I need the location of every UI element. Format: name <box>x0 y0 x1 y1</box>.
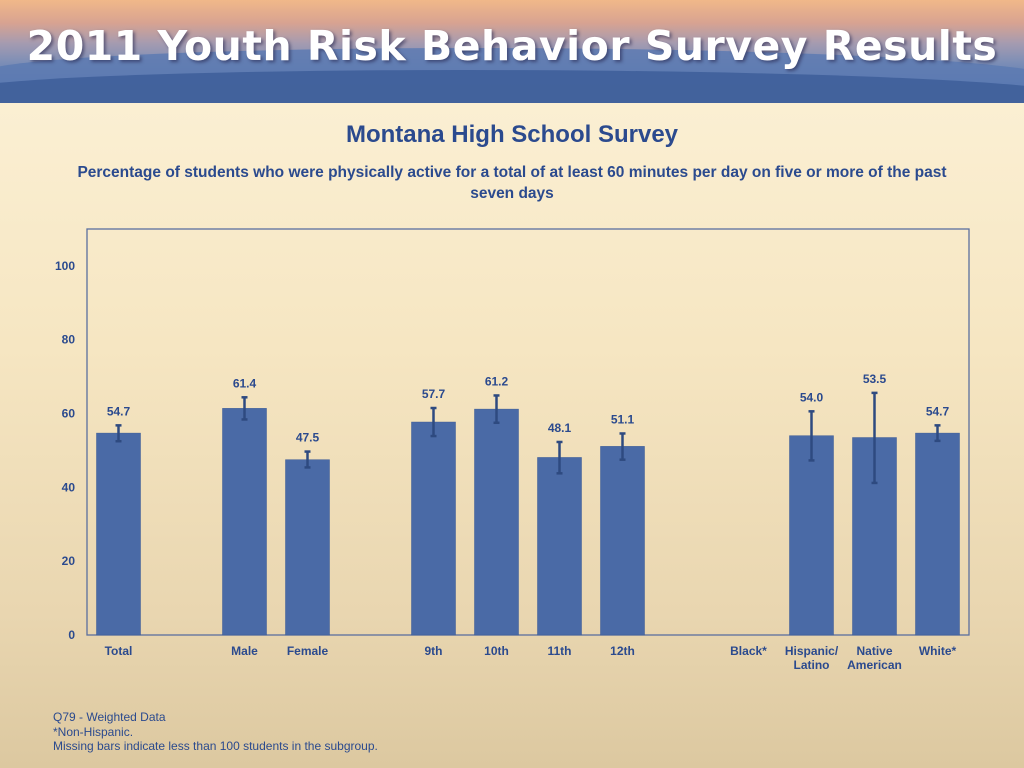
data-label: 61.2 <box>485 374 509 388</box>
x-tick-label: 9th <box>425 644 443 658</box>
data-label: 51.1 <box>611 412 635 426</box>
banner-ridge-decoration <box>0 70 1024 103</box>
x-tick-label: 11th <box>547 644 571 658</box>
data-label: 54.7 <box>107 404 131 418</box>
bar <box>600 446 645 636</box>
x-tick-label: 10th <box>484 644 509 658</box>
chart-subtitle: Percentage of students who were physical… <box>77 164 947 202</box>
data-label: 53.5 <box>863 372 887 386</box>
data-label: 54.0 <box>800 390 824 404</box>
x-tick-label: Native <box>856 644 892 658</box>
y-tick-label: 20 <box>62 554 76 568</box>
bar <box>96 432 141 636</box>
plot-frame <box>86 228 970 636</box>
x-tick-label: Female <box>287 644 329 658</box>
chart-title: Montana High School Survey <box>345 121 679 148</box>
bar <box>789 435 834 636</box>
data-label: 47.5 <box>296 431 320 445</box>
y-tick-label: 40 <box>62 480 76 494</box>
x-tick-label: White* <box>919 644 957 658</box>
data-label: 54.7 <box>926 404 950 418</box>
footnote-missing-bars: Missing bars indicate less than 100 stud… <box>53 739 378 753</box>
banner-title: 2011 Youth Risk Behavior Survey Results <box>26 22 998 70</box>
x-tick-label: Male <box>231 644 258 658</box>
bar <box>537 457 582 636</box>
y-tick-label: 100 <box>55 259 75 273</box>
bar <box>222 408 267 636</box>
footnotes: Q79 - Weighted Data *Non-Hispanic. Missi… <box>53 710 378 754</box>
x-tick-label: Black* <box>730 644 767 658</box>
y-tick-label: 60 <box>62 407 76 421</box>
x-tick-label: Latino <box>794 658 830 672</box>
bar <box>411 421 456 636</box>
footnote-non-hispanic: *Non-Hispanic. <box>53 724 134 739</box>
x-tick-label: Total <box>105 644 133 658</box>
bar <box>285 459 330 636</box>
header-banner: 2011 Youth Risk Behavior Survey Results <box>0 0 1024 103</box>
data-label: 57.7 <box>422 387 446 401</box>
x-tick-label: 12th <box>610 644 635 658</box>
x-tick-label: American <box>847 658 902 672</box>
bar <box>474 408 519 636</box>
x-tick-label: Hispanic/ <box>785 644 839 658</box>
y-tick-label: 0 <box>68 628 75 642</box>
y-tick-label: 80 <box>62 333 76 347</box>
bar <box>915 432 960 636</box>
footnote-weighted: Q79 - Weighted Data <box>53 710 166 724</box>
data-label: 61.4 <box>233 376 257 390</box>
data-label: 48.1 <box>548 421 572 435</box>
